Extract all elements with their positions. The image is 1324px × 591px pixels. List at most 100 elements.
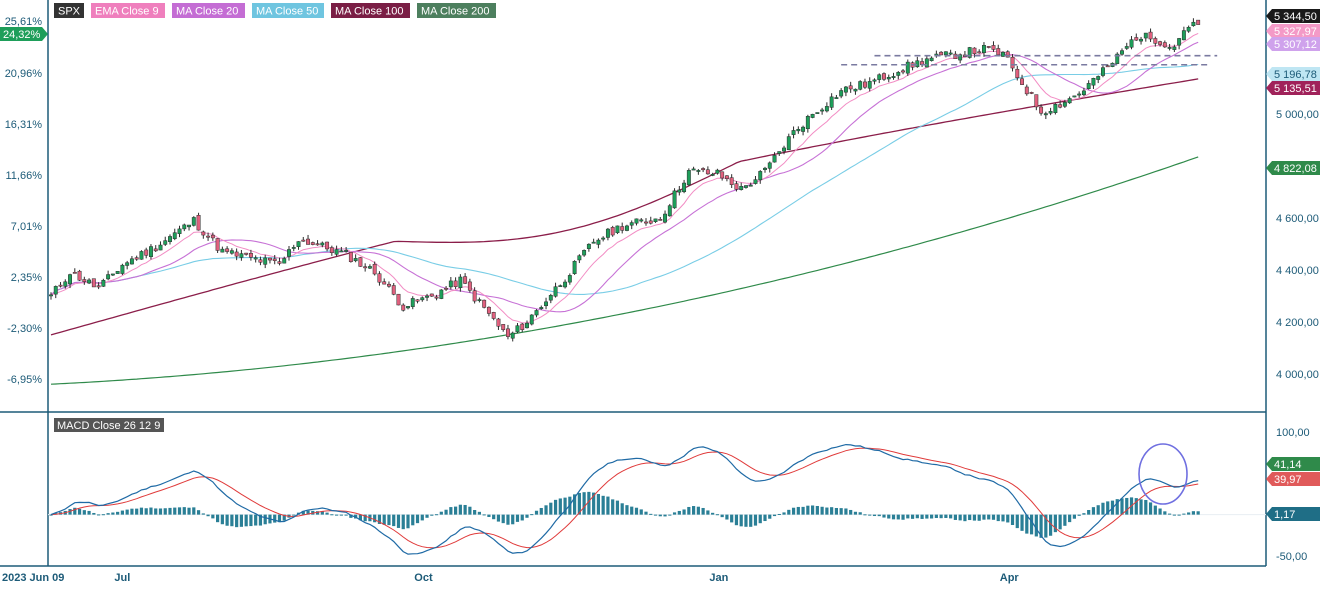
left-tick: 20,96% [5, 68, 43, 80]
macd-hist-bar [463, 504, 467, 515]
macd-hist-bar [1177, 514, 1181, 516]
macd-hist-bar [715, 514, 719, 516]
candle-body [558, 285, 563, 288]
legend-ma50[interactable]: MA Close 50 [252, 3, 324, 18]
candle-body [843, 86, 848, 93]
candle-body [801, 126, 806, 132]
macd-hist-bar [1191, 511, 1195, 515]
macd-hist-bar [834, 507, 838, 515]
right-tick: 4 200,00 [1276, 317, 1319, 329]
candle-body [248, 252, 253, 258]
candle-body [744, 185, 748, 188]
macd-hist-bar [1196, 511, 1200, 515]
macd-hist-bar [1001, 514, 1005, 522]
macd-hist-bar [515, 514, 520, 522]
candle-body [663, 213, 667, 223]
macd-hist-bar [525, 514, 529, 518]
macd-hist-bar [806, 505, 810, 515]
candle-body [763, 167, 767, 170]
candle-body [877, 74, 882, 80]
candle-body [110, 273, 115, 276]
macd-hist-bar [758, 514, 762, 524]
candle-body [520, 323, 525, 330]
macd-hist-bar [596, 494, 600, 515]
macd-hist-bar [1087, 510, 1091, 515]
candle-body [315, 243, 320, 246]
candle-body [1196, 19, 1201, 25]
candle-body [410, 298, 415, 307]
macd-hist-bar [763, 514, 767, 522]
candle-body [458, 276, 463, 288]
candle-body [1139, 38, 1143, 42]
macd-hist-bar [720, 514, 724, 518]
legend-ema9[interactable]: EMA Close 9 [91, 3, 165, 18]
macd-hist-bar [1082, 513, 1086, 515]
candle-body [168, 236, 172, 242]
candle-body [329, 247, 334, 253]
legend-ma20[interactable]: MA Close 20 [172, 3, 245, 18]
candle-body [496, 318, 501, 327]
macd-hist-bar [949, 514, 953, 519]
candle-body [639, 219, 644, 222]
macd-hist-bar [1153, 505, 1157, 515]
candle-body [1158, 41, 1163, 45]
candle-body [601, 237, 606, 240]
candle-body [701, 168, 706, 171]
macd-hist-bar [606, 496, 610, 515]
candle-body [824, 106, 829, 112]
macd-hist-bar [944, 514, 948, 518]
macd-hist-bar [106, 513, 110, 515]
candle-body [943, 51, 948, 56]
candle-body [886, 77, 891, 80]
macd-hist-bar [473, 510, 477, 515]
macd-hist-bar [1029, 514, 1034, 535]
candle-body [477, 299, 482, 301]
macd-hist-bar [930, 514, 934, 519]
macd-hist-bar [1106, 501, 1110, 515]
macd-hist-bar [796, 506, 800, 515]
macd-hist-bar [753, 514, 758, 526]
macd-hist-bar [220, 514, 224, 525]
candle-body [1162, 42, 1167, 48]
right-tick: 4 400,00 [1276, 265, 1319, 277]
macd-hist-bar [344, 514, 348, 516]
macd-hist-bar [139, 507, 144, 515]
candle-body [625, 225, 629, 231]
candle-body [1096, 76, 1101, 80]
legend-ma100[interactable]: MA Close 100 [331, 3, 410, 18]
macd-hist-bar [649, 513, 653, 515]
candle-body [239, 253, 244, 258]
candle-body [1010, 56, 1015, 69]
candle-body [425, 295, 429, 298]
legend-spx[interactable]: SPX [54, 3, 84, 18]
price-badge-label: 5 327,97 [1274, 26, 1317, 38]
candle-body [915, 60, 920, 68]
macd-hist-bar [849, 509, 853, 515]
candle-body [691, 168, 696, 171]
macd-hist-bar [787, 509, 791, 515]
candle-body [724, 175, 729, 179]
macd-hist-bar [687, 506, 691, 515]
price-badge-label: 5 196,78 [1274, 69, 1317, 81]
candle-body [1001, 51, 1005, 57]
candle-body [882, 73, 886, 80]
macd-hist-bar [811, 505, 815, 515]
macd-hist-bar [434, 514, 439, 516]
macd-title-badge[interactable]: MACD Close 26 12 9 [54, 418, 164, 432]
macd-hist-bar [158, 508, 163, 515]
candle-body [406, 306, 410, 309]
macd-hist-bar [925, 514, 929, 519]
candle-body [463, 276, 468, 284]
candle-body [387, 283, 391, 287]
candle-body [401, 304, 406, 311]
candle-body [620, 226, 625, 231]
candle-body [848, 85, 853, 90]
legend-ma200[interactable]: MA Close 200 [417, 3, 496, 18]
candle-body [434, 296, 439, 299]
macd-hist-bar [672, 512, 677, 515]
macd-hist-bar [487, 514, 491, 517]
macd-hist-bar [744, 514, 748, 527]
macd-hist-bar [406, 514, 410, 529]
macd-hist-bar [701, 507, 705, 515]
